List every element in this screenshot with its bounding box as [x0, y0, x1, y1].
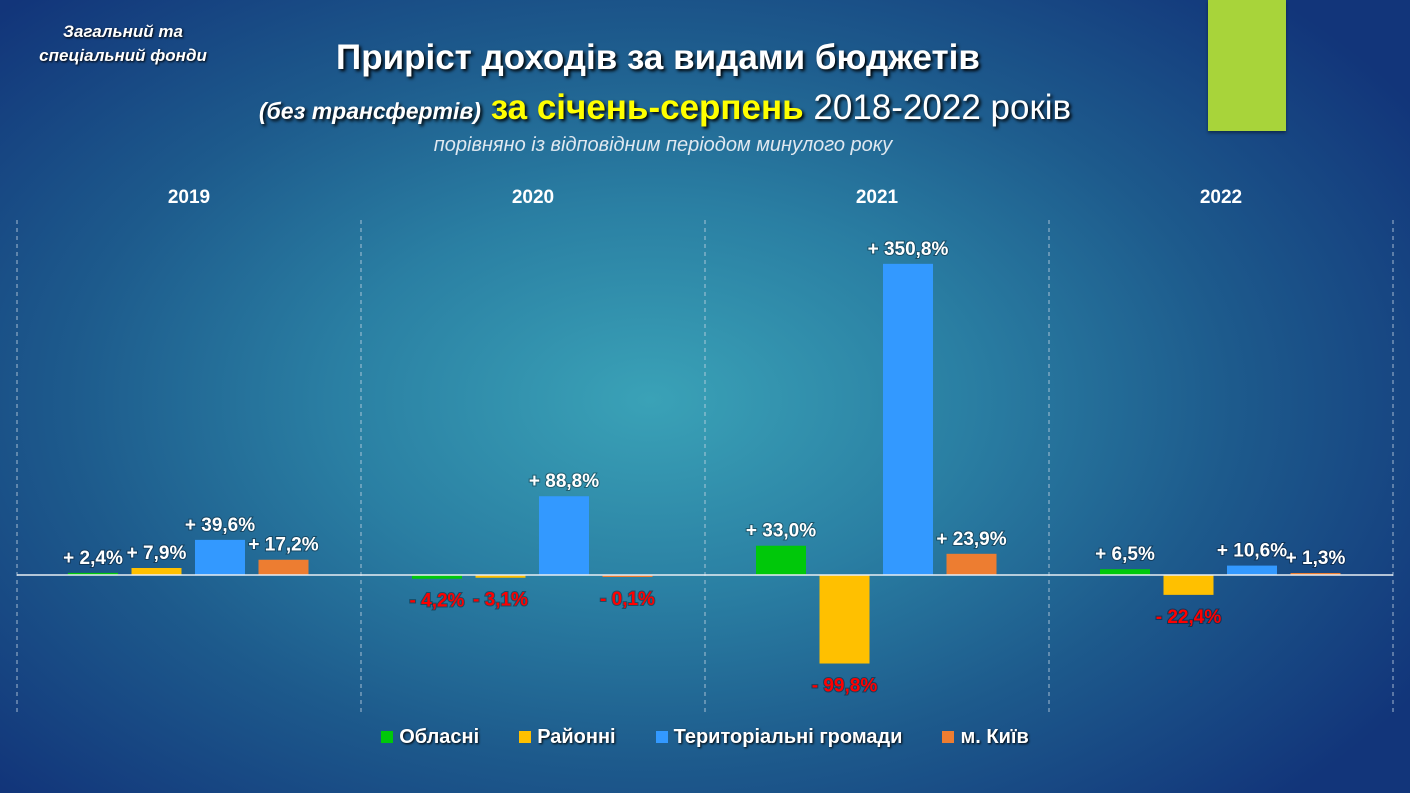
bar-м. Київ-2020 [602, 575, 653, 577]
bar-м. Київ-2019 [258, 559, 309, 575]
chart-subtitle: порівняно із відповідним періодом минуло… [433, 134, 893, 156]
fund-line-1: Загальний та [63, 22, 183, 41]
fund-line-2: спеціальний фонди [39, 46, 207, 65]
accent-bar [1208, 0, 1286, 131]
legend-item: м. Київ [942, 726, 1029, 749]
legend-label: Обласні [399, 726, 480, 748]
bar-Обласні-2019 [68, 572, 118, 575]
category-label: 2020 [512, 187, 554, 208]
bar-Районні-2019 [131, 567, 182, 575]
title-period: за січень-серпень [490, 88, 804, 127]
data-label: + 10,6% [1217, 541, 1287, 562]
bar-Районні-2022 [1163, 575, 1214, 595]
legend-item: Обласні [381, 726, 479, 749]
bar-м. Київ-2021 [946, 553, 997, 575]
bar-Районні-2020 [475, 575, 526, 578]
bar-Територіальні громади-2022 [1227, 565, 1277, 575]
bar-м. Київ-2022 [1290, 573, 1341, 575]
bar-Обласні-2020 [412, 575, 462, 579]
legend-swatch [381, 731, 394, 743]
data-label: + 2,4% [63, 548, 123, 569]
data-label: - 3,1% [473, 590, 528, 611]
legend-item: Районні [519, 726, 616, 749]
legend-swatch [519, 731, 532, 743]
legend-label: м. Київ [960, 726, 1029, 748]
bar-Територіальні громади-2020 [539, 496, 589, 575]
data-label: - 0,1% [600, 589, 655, 610]
legend-swatch [942, 731, 955, 743]
legend-swatch [655, 731, 668, 743]
fund-note: Загальний та спеціальний фонди [8, 20, 238, 68]
category-label: 2019 [168, 187, 210, 208]
bar-Районні-2021 [819, 575, 870, 664]
legend-item: Територіальні громади [655, 726, 903, 749]
data-label: + 17,2% [248, 535, 318, 556]
data-label: + 1,3% [1286, 548, 1346, 569]
bar-Територіальні громади-2021 [883, 263, 933, 575]
data-label: + 23,9% [936, 529, 1006, 550]
legend: Обласні Районні Територіальні громади м. Ки… [0, 726, 1410, 749]
bar-Територіальні громади-2019 [195, 539, 245, 575]
chart-title: Приріст доходів за видами бюджетів [336, 38, 980, 77]
legend-label: Територіальні громади [673, 726, 903, 748]
data-label: - 4,2% [410, 591, 465, 612]
data-label: + 6,5% [1095, 544, 1155, 565]
data-label: + 39,6% [185, 515, 255, 536]
data-label: + 88,8% [529, 471, 599, 492]
chart-title-line2: (без трансфертів) за січень-серпень 2018… [0, 88, 1330, 128]
data-label: + 7,9% [127, 543, 187, 564]
category-label: 2021 [856, 187, 899, 208]
bar-Обласні-2021 [756, 545, 806, 575]
bar-Обласні-2022 [1100, 569, 1150, 575]
title-years: 2018-2022 років [813, 88, 1072, 127]
data-label: + 33,0% [746, 521, 816, 542]
data-label: + 350,8% [868, 239, 949, 260]
data-label: - 22,4% [1156, 607, 1222, 628]
category-label: 2022 [1200, 187, 1242, 208]
legend-label: Районні [537, 726, 616, 748]
title-no-transfers: (без трансфертів) [258, 98, 481, 124]
data-label: - 99,8% [812, 676, 878, 697]
